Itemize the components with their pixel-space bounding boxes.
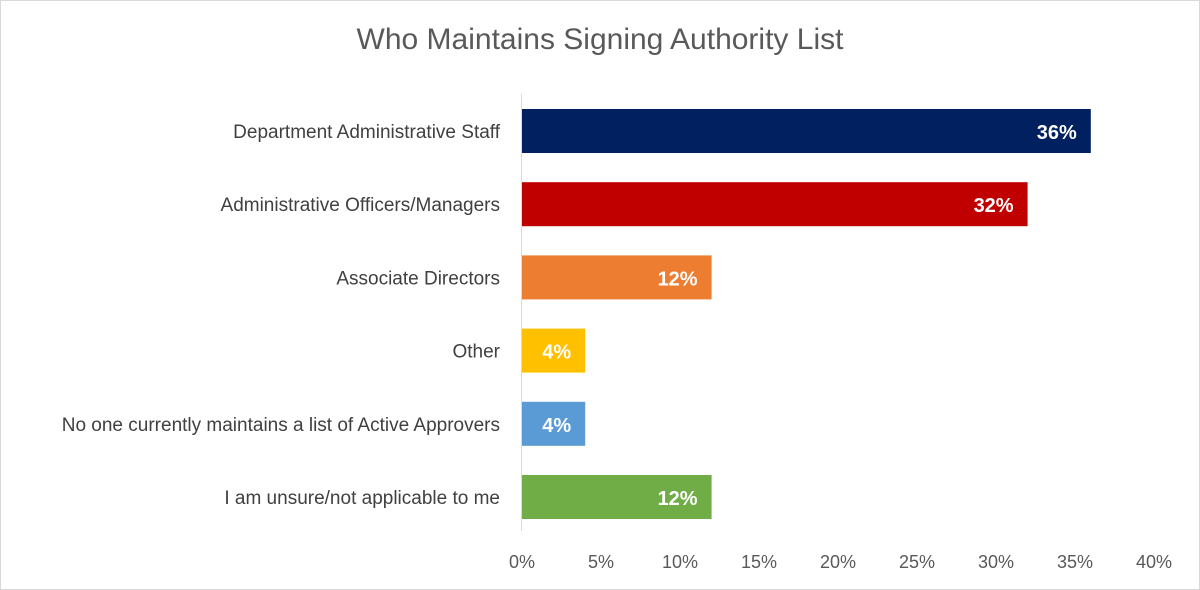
x-tick-label: 15%	[741, 552, 777, 572]
x-tick-label: 20%	[820, 552, 856, 572]
data-label: 12%	[658, 268, 698, 290]
x-tick-label: 30%	[978, 552, 1014, 572]
x-tick-label: 35%	[1057, 552, 1093, 572]
x-axis-tick-labels: 0% 5% 10% 15% 20% 25% 30% 35% 40%	[509, 552, 1172, 572]
category-label: Department Administrative Staff	[233, 122, 501, 143]
bars-group	[522, 109, 1091, 519]
category-label: Other	[452, 342, 500, 363]
category-labels: Department Administrative Staff Administr…	[62, 122, 501, 509]
bar-2	[522, 182, 1028, 227]
x-tick-label: 5%	[588, 552, 614, 572]
category-label: I am unsure/not applicable to me	[224, 488, 500, 509]
data-label: 12%	[658, 488, 698, 510]
x-tick-label: 10%	[662, 552, 698, 572]
x-tick-label: 0%	[509, 552, 535, 572]
bar-5	[522, 401, 586, 446]
data-label: 32%	[974, 195, 1014, 217]
bar-3	[522, 255, 712, 300]
bar-6	[522, 475, 712, 519]
data-label: 36%	[1037, 122, 1077, 144]
data-label: 4%	[542, 415, 571, 437]
data-labels: 36% 32% 12% 4% 4% 12%	[542, 122, 1077, 510]
category-label: No one currently maintains a list of Act…	[62, 415, 500, 436]
bar-4	[522, 328, 586, 373]
data-label: 4%	[542, 342, 571, 364]
category-label: Associate Directors	[336, 268, 500, 289]
bar-1	[522, 109, 1091, 153]
chart-title: Who Maintains Signing Authority List	[356, 23, 844, 56]
x-tick-label: 40%	[1136, 552, 1172, 572]
category-label: Administrative Officers/Managers	[221, 195, 500, 216]
x-tick-label: 25%	[899, 552, 935, 572]
